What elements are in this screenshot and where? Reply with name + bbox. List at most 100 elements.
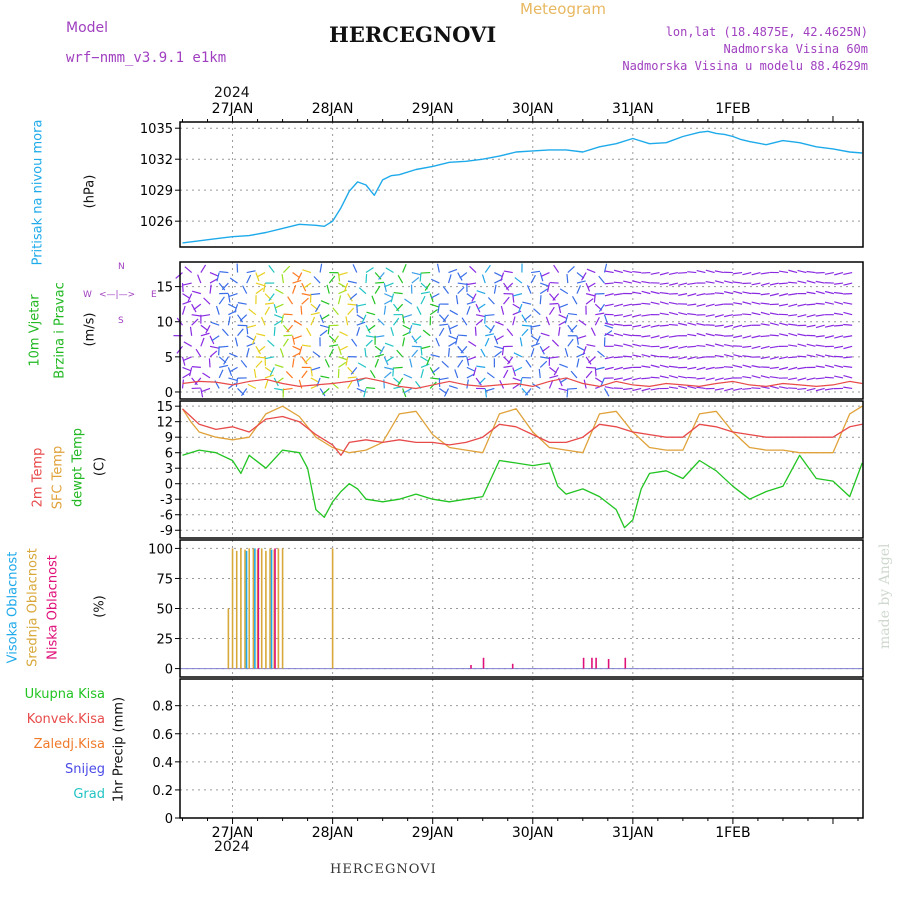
wind-barb [742,345,752,348]
wind-barb [714,303,724,307]
wind-barb [586,268,596,274]
wind-barb [541,345,550,353]
wind-barb [500,305,505,315]
wind-barb [824,301,834,305]
wind-barb [581,272,587,281]
wind-barb [228,377,238,381]
wind-barb [495,335,504,341]
wind-barb [604,303,614,307]
wind-barb [234,303,239,313]
wind-barb [585,356,592,365]
wind-barb [668,323,678,326]
wind-barb [834,312,844,316]
wind-barb [668,335,678,338]
wind-barb [546,282,551,293]
wind-barb [513,352,523,358]
wind-barb [337,272,341,282]
day-label-bottom: 29JAN [412,825,454,841]
wind-barb [237,302,247,305]
wind-barb [518,303,523,313]
wind-barb [234,337,239,347]
wind-barb [210,321,220,326]
sfc-temp-line [181,405,863,454]
wind-barb [494,345,504,350]
wind-barb [687,293,697,297]
wind-barb [604,333,614,337]
wind-barb [501,346,505,356]
wind-barb [319,329,328,337]
wind-barb [622,355,633,358]
compass-arrows: <—|—> [99,290,136,300]
cloud-unit: (%) [92,595,108,618]
wind-barb [696,293,706,297]
wind-barb [426,356,431,366]
wind-barb [806,291,816,295]
wind-barb [723,377,734,381]
wind-barb [678,293,688,296]
precip-unit: 1hr Precip (mm) [111,696,127,803]
wind-barb [347,376,357,379]
wind-barb [593,293,596,303]
wind-barb [623,377,633,381]
wind-barb [378,272,385,280]
wind-barb [598,275,605,284]
temp-tick-label: 12 [156,416,173,431]
wind-barb [474,326,477,336]
wind-barb [641,353,651,358]
wind-barb [570,370,578,379]
wind-barb [481,274,486,284]
wind-barb [287,296,294,305]
wind-barb [512,316,516,326]
wind-barb [659,345,669,349]
wind-barb [374,353,384,358]
wind-barb [209,271,219,277]
temp-tick-label: 0 [165,478,173,493]
wind-barb [824,271,834,275]
wind-barb [493,284,497,294]
wind-barb [269,367,275,376]
wind-barb [420,346,423,356]
wind-barb [613,344,623,347]
wind-barb [760,385,770,390]
wind-barb [742,313,752,316]
wind-barb [203,297,211,305]
wind-barb [751,345,761,350]
wind-barb [264,306,271,315]
wind-barb [788,377,798,381]
precip-tick-label: 0.2 [152,784,173,799]
wind-barb [411,271,421,276]
wind-barb [471,293,477,302]
wind-barb [384,366,394,370]
day-label-top: 1FEB [715,101,750,117]
wind-barb [535,335,541,345]
wind-barb [632,387,642,392]
wind-barb [397,377,404,386]
wind-barb [303,282,312,289]
wind-barb [815,377,825,380]
wind-barb [356,387,366,393]
wind-barb [548,379,554,389]
wind-barb [467,356,477,361]
wind-barb [551,339,560,347]
temp-label-3: dewpt Temp [70,428,86,508]
wind-barb [641,377,651,380]
wind-barb [604,282,614,285]
wind-barb [668,282,679,286]
wind-barb [788,293,798,296]
wind-barb [815,335,825,338]
wind-barb [742,335,752,339]
wind-barb [332,307,339,316]
wind-barb [788,366,798,371]
wind-barb [595,366,605,371]
wind-barb [274,303,284,309]
wind-barb [604,356,614,360]
wind-barb [669,375,679,379]
wind-barb [365,335,375,338]
wind-barb [788,323,798,326]
wind-barb [788,344,798,347]
wind-barb [714,280,724,284]
wind-barb [641,290,651,295]
wind-barb [524,388,532,396]
wind-barb [247,324,257,329]
wind-barb [797,343,807,347]
